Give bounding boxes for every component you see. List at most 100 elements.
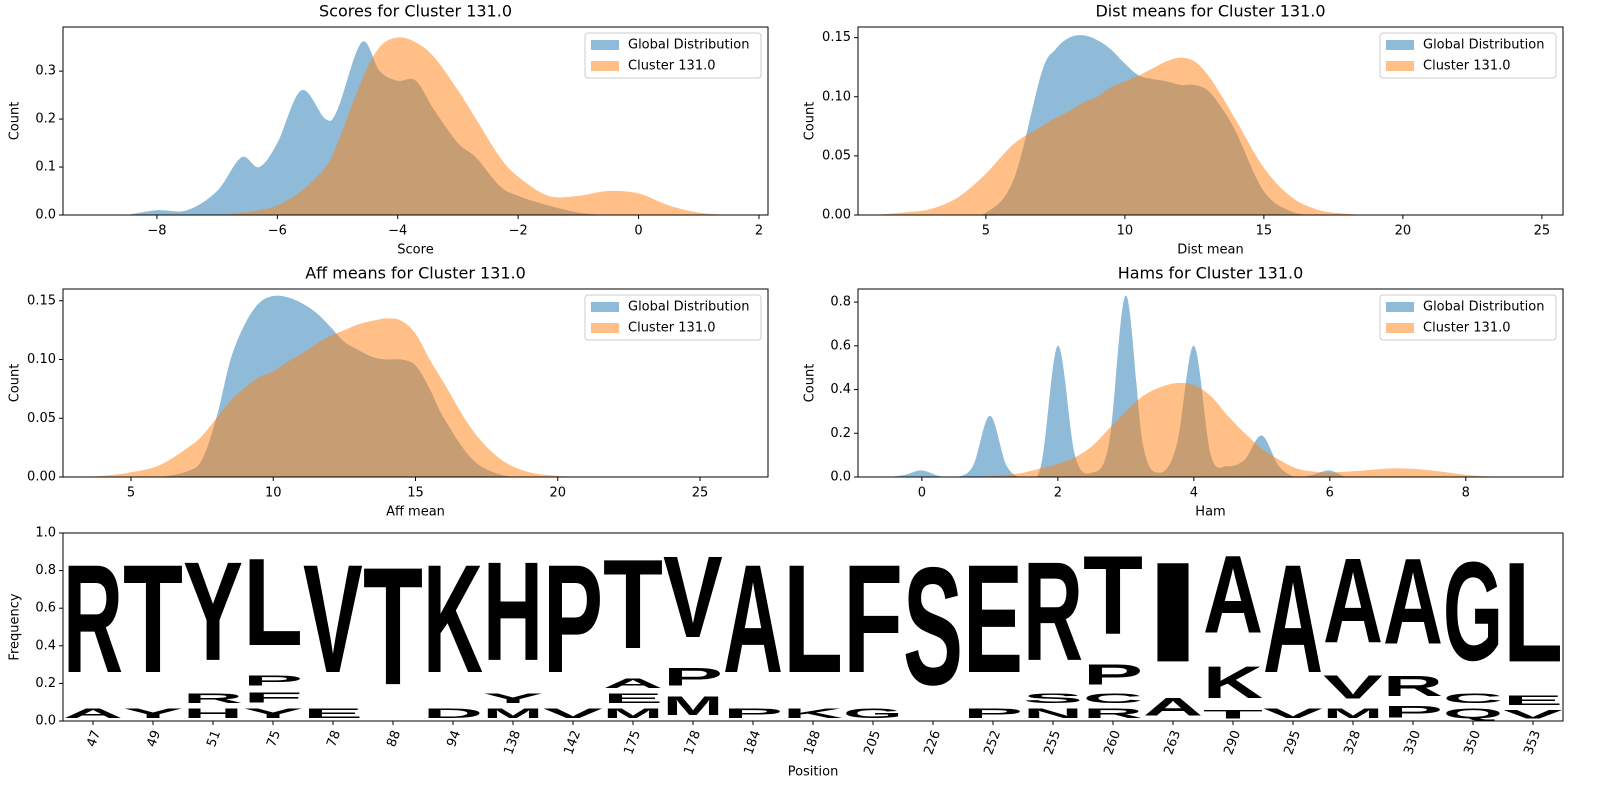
y-tick-label: 0.8 — [830, 295, 851, 310]
logo-letter: T — [603, 534, 663, 676]
x-tick-label: 2 — [1054, 486, 1062, 501]
logo-letter: P — [723, 706, 783, 721]
logo-letter: F — [243, 689, 303, 706]
x-tick-label: 94 — [444, 728, 464, 749]
legend-box — [584, 32, 762, 79]
y-tick-label: 0.10 — [27, 352, 56, 367]
logo-letter: V — [303, 533, 363, 705]
logo-letter: C — [1443, 691, 1503, 706]
legend-swatch — [1386, 302, 1414, 312]
y-tick-label: 0.2 — [35, 676, 56, 691]
logo-letter: Y — [483, 691, 543, 706]
x-tick-label: −6 — [268, 224, 287, 239]
legend-box — [1379, 32, 1557, 79]
y-tick-label: 0.8 — [35, 563, 56, 578]
logo-letter: K — [783, 706, 843, 721]
legend-label: Global Distribution — [1423, 300, 1544, 315]
logo-letter: Y — [183, 534, 243, 691]
kde-area — [74, 318, 587, 477]
logo-letter: L — [243, 533, 303, 672]
logo-letter: P — [1083, 659, 1143, 691]
x-tick-label: 0 — [634, 224, 642, 239]
logo-letter: K — [1203, 657, 1263, 708]
x-tick-label: 20 — [1395, 224, 1412, 239]
logo-letter: P — [543, 533, 603, 705]
x-tick-label: 205 — [861, 728, 884, 756]
x-tick-label: 47 — [84, 728, 104, 749]
logo-letter: R — [1383, 671, 1443, 703]
chart-title: Scores for Cluster 131.0 — [319, 2, 512, 21]
y-tick-label: 0.2 — [35, 112, 56, 127]
x-tick-label: 5 — [127, 486, 135, 501]
chart-title: Hams for Cluster 131.0 — [1118, 264, 1304, 283]
y-tick-label: 0.00 — [822, 208, 851, 223]
y-axis-label: Count — [8, 102, 23, 141]
logo-letter: E — [603, 691, 663, 706]
x-tick-label: 263 — [1161, 728, 1184, 756]
x-axis-label: Ham — [1195, 505, 1225, 520]
x-axis-label: Position — [788, 765, 839, 780]
x-tick-label: 51 — [204, 728, 224, 749]
logo-letter: L — [783, 534, 843, 706]
x-tick-label: 6 — [1326, 486, 1334, 501]
x-tick-label: 255 — [1041, 728, 1064, 756]
x-tick-label: 10 — [1117, 224, 1134, 239]
logo-letter: R — [183, 691, 243, 706]
y-tick-label: 1.0 — [35, 526, 56, 541]
logo-letter: A — [1143, 693, 1203, 721]
x-tick-label: 184 — [741, 728, 764, 756]
logo-letter: A — [603, 676, 663, 691]
logo-letter: P — [663, 663, 723, 691]
logo-letter: Q — [1443, 706, 1503, 721]
x-tick-label: 25 — [1534, 224, 1551, 239]
logo-letter: P — [1383, 702, 1443, 721]
y-axis-label: Frequency — [8, 593, 23, 660]
legend-label: Cluster 131.0 — [628, 59, 716, 74]
x-tick-label: 178 — [681, 728, 704, 756]
x-tick-label: 15 — [407, 486, 424, 501]
y-tick-label: 0.05 — [822, 148, 851, 163]
y-tick-label: 0.3 — [35, 64, 56, 79]
chart-title: Aff means for Cluster 131.0 — [305, 264, 526, 283]
axes-frame — [857, 26, 1564, 216]
legend-swatch — [1386, 40, 1414, 50]
x-tick-label: 15 — [1256, 224, 1273, 239]
logo-letter: A — [1383, 533, 1443, 670]
y-tick-label: 0.15 — [27, 293, 56, 308]
y-tick-label: 0.0 — [35, 208, 56, 223]
x-tick-label: 295 — [1281, 728, 1304, 756]
logo-letter: I — [1143, 532, 1203, 692]
axes-frame — [62, 532, 1564, 722]
legend-box — [584, 294, 762, 341]
logo-letter: T — [1203, 708, 1263, 721]
x-tick-label: 4 — [1190, 486, 1198, 501]
y-axis-label: Count — [8, 364, 23, 403]
y-tick-label: 0.1 — [35, 160, 56, 175]
y-tick-label: 0.0 — [830, 470, 851, 485]
x-tick-label: −4 — [388, 224, 407, 239]
y-tick-label: 0.0 — [35, 714, 56, 729]
legend-label: Cluster 131.0 — [1423, 321, 1511, 336]
logo-letter: Y — [123, 706, 183, 721]
logo-letter: L — [1503, 532, 1563, 692]
y-tick-label: 0.4 — [35, 638, 56, 653]
legend-label: Cluster 131.0 — [1423, 59, 1511, 74]
logo-letter: V — [663, 532, 723, 662]
x-tick-label: 142 — [561, 728, 584, 756]
x-axis-label: Dist mean — [1177, 243, 1244, 258]
x-tick-label: 78 — [324, 728, 344, 749]
legend-box — [1379, 294, 1557, 341]
x-tick-label: 5 — [982, 224, 990, 239]
x-tick-label: 2 — [755, 224, 763, 239]
x-tick-label: 20 — [549, 486, 566, 501]
kde-area — [126, 37, 729, 215]
legend-swatch — [591, 323, 619, 333]
logo-letter: T — [1083, 533, 1143, 659]
y-tick-label: 0.6 — [35, 601, 56, 616]
axes-frame — [62, 26, 769, 216]
x-tick-label: 0 — [918, 486, 926, 501]
logo-letter: R — [1023, 532, 1083, 690]
logo-letter: V — [1263, 706, 1323, 721]
y-tick-label: 0.10 — [822, 89, 851, 104]
